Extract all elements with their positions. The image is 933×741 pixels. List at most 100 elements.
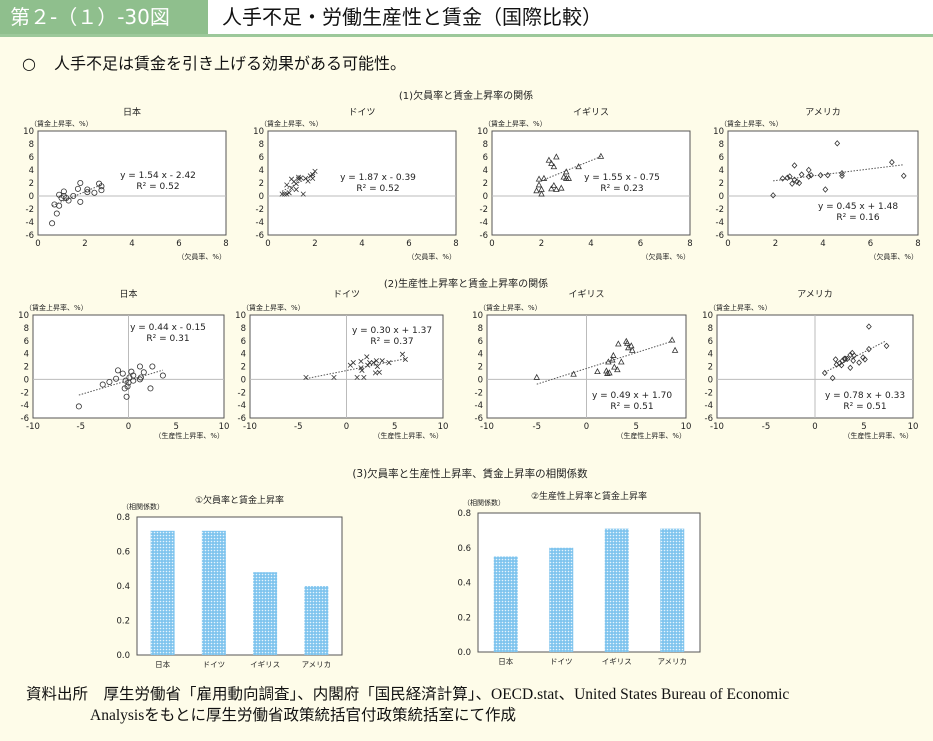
data-point [136, 363, 143, 370]
data-point [824, 171, 831, 179]
y-tick-label: -2 [21, 388, 29, 398]
figure-header: 第２-（１）-30図 人手不足・労働生産性と賃金（国際比較） [0, 0, 933, 37]
regression-equation: y = 0.44 x - 0.15 [130, 323, 206, 333]
x-tick-label: 10 [908, 422, 919, 432]
scatter-plot-6: イギリス （賃金上昇率、%） （生産性上昇率、%） -6 -4 -2 0 2 4 6 8 10 -10 -… [472, 289, 691, 440]
y-tick-label: -4 [480, 218, 488, 228]
y-tick-label: 4 [478, 350, 483, 360]
y-tick-label: 6 [259, 153, 264, 163]
data-point [786, 173, 793, 180]
y-tick-label: 2 [241, 363, 246, 373]
x-tick-label: 0 [584, 422, 589, 432]
scatter-plot-7: アメリカ （賃金上昇率、%） （生産性上昇率、%） -6 -4 -2 0 2 4 6 8 10 -10 -… [702, 289, 918, 440]
data-point [106, 378, 113, 385]
data-point [84, 186, 91, 193]
bar-chart-9: ②生産性上昇率と賃金上昇率 （相関係数） 0.0 0.2 0.4 0.6 0.8 日本 ドイツ イ… [457, 490, 701, 666]
data-point [350, 360, 356, 366]
x-tick-label: ドイツ [203, 660, 226, 669]
data-point [614, 366, 621, 373]
y-tick-label: -4 [26, 218, 34, 228]
r-squared: R² = 0.51 [610, 402, 653, 412]
data-point [808, 171, 814, 179]
x-axis-label: （欠員率、%） [869, 252, 918, 261]
x-axis-label: （欠員率、%） [407, 252, 456, 261]
x-tick-label: 日本 [498, 656, 513, 666]
data-point [609, 356, 616, 363]
r-squared: R² = 0.52 [356, 184, 399, 194]
data-point [113, 375, 120, 382]
data-point [535, 181, 543, 188]
data-point [805, 166, 812, 174]
data-point [791, 162, 798, 169]
y-tick-label: 10 [477, 127, 488, 137]
data-point [284, 182, 290, 188]
trend-line [543, 156, 602, 181]
y-tick-label: 6 [241, 337, 246, 347]
r-squared: R² = 0.16 [836, 213, 879, 223]
data-point [550, 181, 558, 188]
data-point [119, 370, 126, 377]
data-point [147, 385, 154, 392]
x-tick-label: 6 [176, 239, 181, 249]
data-point [538, 185, 545, 192]
data-point [597, 152, 605, 159]
data-point [628, 346, 636, 353]
x-axis-label: （生産性上昇率、%） [843, 431, 913, 440]
x-tick-label: 10 [438, 422, 449, 432]
bar [150, 530, 175, 655]
data-point [364, 354, 370, 360]
plot-area [267, 130, 457, 236]
bar [201, 530, 226, 655]
data-point [553, 153, 560, 160]
y-tick-label: 10 [18, 311, 29, 321]
data-point [49, 220, 56, 227]
regression-equation: y = 1.87 x - 0.39 [340, 173, 416, 183]
lead-text: ○ 人手不足は賃金を引き上げる効果がある可能性。 [22, 50, 406, 74]
y-tick-label: 0 [708, 375, 713, 385]
data-point [550, 163, 558, 170]
y-tick-label: 0.0 [116, 651, 130, 661]
chart-title: 日本 [123, 106, 141, 118]
x-tick-label: -5 [294, 422, 302, 432]
data-point [386, 360, 392, 366]
y-tick-label: 0.0 [457, 648, 471, 658]
data-point [91, 189, 98, 196]
y-tick-label: 0.4 [116, 582, 130, 592]
section-title-2: (2)生産性上昇率と賃金上昇率の関係 [384, 277, 548, 290]
x-tick-label: 4 [359, 239, 364, 249]
bullet-circle-icon: ○ [22, 54, 36, 73]
data-point [610, 351, 617, 358]
data-point [114, 367, 121, 374]
data-point [77, 198, 84, 205]
y-tick-label: 0 [483, 192, 488, 202]
y-tick-label: -2 [480, 205, 488, 215]
data-point [570, 370, 577, 377]
regression-equation: y = 0.45 x + 1.48 [818, 202, 898, 212]
data-point [900, 172, 907, 180]
y-tick-label: 10 [702, 311, 713, 321]
x-tick-label: 4 [820, 239, 825, 249]
y-tick-label: 4 [241, 350, 246, 360]
data-point [862, 356, 868, 363]
x-tick-label: イギリス [602, 657, 632, 666]
data-point [850, 357, 857, 364]
y-tick-label: -6 [256, 231, 264, 241]
y-tick-label: 8 [259, 140, 264, 150]
data-point [288, 185, 295, 191]
y-tick-label: -6 [238, 414, 246, 424]
x-tick-label: 0 [126, 422, 131, 432]
data-point [279, 191, 285, 197]
y-tick-label: 10 [235, 311, 246, 321]
y-tick-label: 0.2 [116, 617, 130, 627]
x-tick-label: 6 [406, 239, 411, 249]
regression-equation: y = 0.78 x + 0.33 [825, 391, 905, 401]
data-point [354, 374, 360, 381]
y-tick-label: 0.6 [457, 544, 471, 554]
x-tick-label: 2 [312, 239, 317, 249]
y-tick-label: 0 [241, 375, 246, 385]
bar-chart-8: ①欠員率と賃金上昇率 （相関係数） 0.0 0.2 0.4 0.6 0.8 日本 ドイツ イギリス… [116, 494, 343, 669]
data-point [300, 191, 306, 197]
x-tick-label: -5 [77, 422, 85, 432]
x-tick-label: ドイツ [550, 657, 573, 666]
